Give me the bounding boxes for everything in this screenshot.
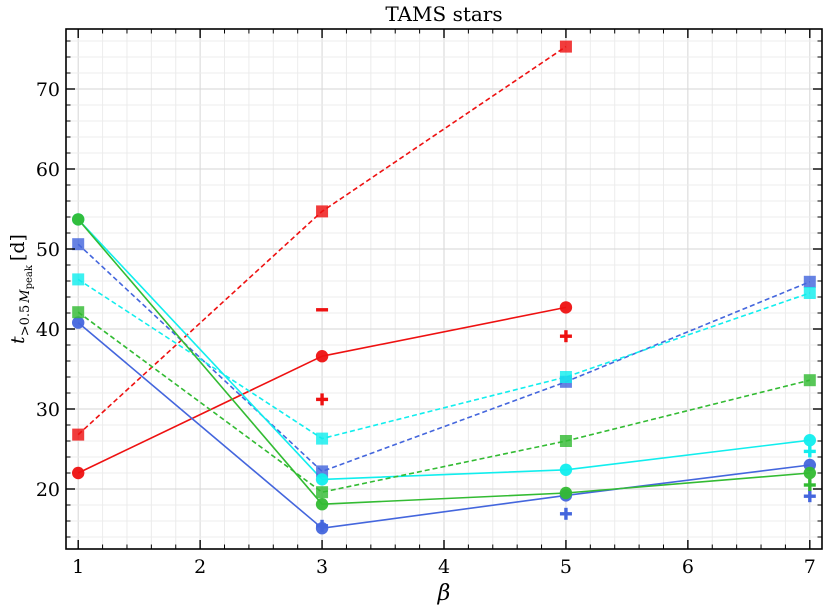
- data-point-square: [72, 238, 85, 251]
- y-label-sub2: peak: [24, 264, 35, 289]
- y-label-m: M: [18, 289, 33, 304]
- series-line-5: [77, 218, 810, 481]
- data-point-circle: [71, 213, 85, 226]
- data-point-circle: [71, 466, 85, 480]
- data-point-square: [316, 205, 329, 218]
- data-point-square: [559, 40, 572, 53]
- data-point-square: [72, 428, 85, 441]
- y-tick-label: 30: [36, 399, 60, 421]
- x-tick-label: 5: [560, 556, 572, 578]
- y-label-t: t: [7, 336, 29, 344]
- data-point-circle: [315, 473, 329, 486]
- data-point-circle: [803, 466, 817, 480]
- data-point-circle: [559, 301, 573, 314]
- grid: [66, 29, 822, 549]
- series-line-7: [77, 218, 810, 506]
- y-tick-label: 40: [36, 319, 60, 341]
- y-tick-label: 20: [36, 479, 60, 501]
- x-tick-label: 1: [72, 556, 84, 578]
- x-tick-label: 4: [438, 556, 450, 578]
- data-point-circle: [803, 434, 817, 447]
- series-line-3: [77, 321, 810, 530]
- chart-title: TAMS stars: [385, 2, 502, 26]
- data-point-circle: [559, 463, 573, 476]
- data-point-circle: [559, 486, 573, 500]
- series-line-4: [77, 278, 811, 440]
- y-tick-label: 50: [36, 239, 60, 261]
- data-point-square: [803, 287, 816, 299]
- data-point-square: [559, 435, 572, 447]
- y-tick-label: 60: [36, 159, 60, 181]
- x-tick-label: 2: [194, 556, 206, 578]
- data-point-circle: [315, 498, 329, 511]
- data-point-square: [803, 275, 816, 288]
- ticks: 1 2 3 4 5 6 7 20 30 40 50 60 70: [36, 29, 822, 578]
- y-label-sub1: >0.5: [18, 305, 33, 337]
- x-axis-label: β: [437, 581, 451, 606]
- series-line-6: [77, 311, 810, 494]
- data-point-circle: [315, 350, 329, 363]
- y-axis-label: t>0.5Mpeak [d]: [7, 234, 35, 344]
- x-tick-label: 7: [804, 556, 816, 578]
- x-tick-label: 6: [682, 556, 694, 578]
- data-point-circle: [71, 316, 85, 329]
- y-tick-label: 70: [36, 79, 60, 101]
- data-point-square: [72, 273, 85, 286]
- data-point-square: [803, 374, 816, 387]
- y-label-unit: [d]: [7, 234, 29, 261]
- extra-marker-layer: [316, 308, 816, 532]
- series-line-2: [77, 243, 811, 473]
- x-tick-label: 3: [316, 556, 328, 578]
- data-point-square: [559, 371, 572, 383]
- data-point-square: [316, 432, 329, 445]
- data-point-square: [316, 486, 329, 499]
- data-point-square: [72, 306, 85, 319]
